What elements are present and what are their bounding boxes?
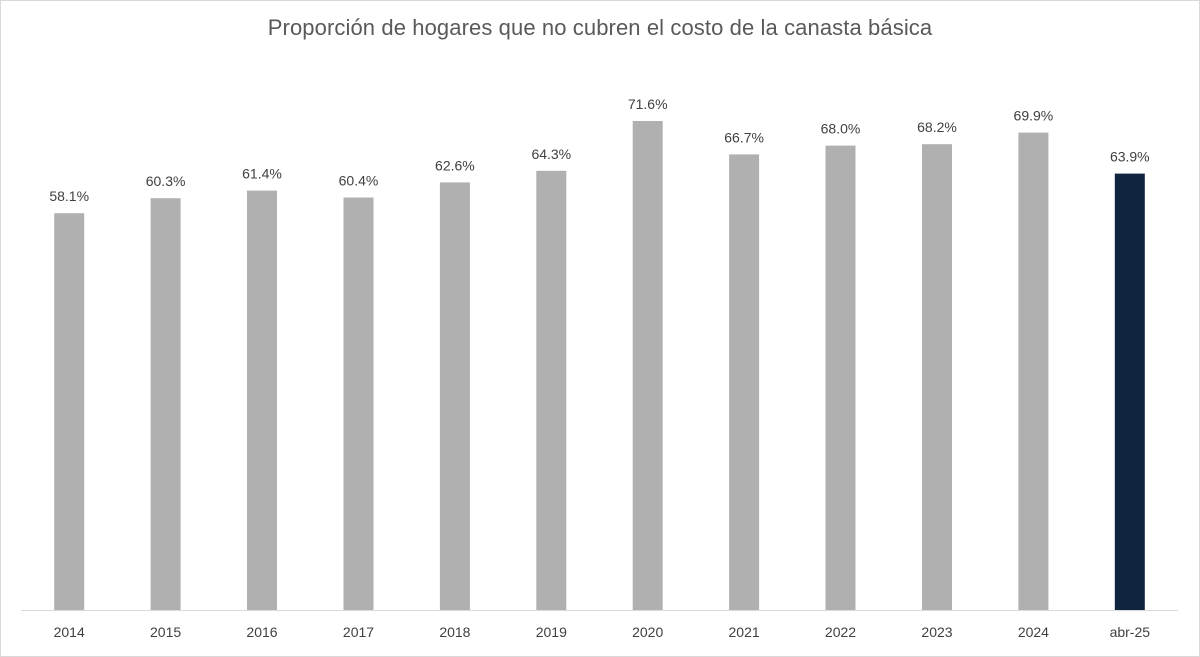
bar-2023: [922, 144, 952, 610]
x-tick-label-2020: 2020: [632, 624, 663, 640]
x-tick-label-2022: 2022: [825, 624, 856, 640]
data-label-2015: 60.3%: [146, 173, 186, 189]
x-tick-label-2023: 2023: [921, 624, 952, 640]
data-label-2018: 62.6%: [435, 157, 475, 173]
x-tick-label-2017: 2017: [343, 624, 374, 640]
data-label-2022: 68.0%: [821, 121, 861, 137]
bar-2017: [343, 197, 374, 610]
data-label-2019: 64.3%: [531, 146, 571, 162]
chart-title: Proporción de hogares que no cubren el c…: [267, 15, 933, 40]
x-tick-label-2024: 2024: [1018, 624, 1049, 640]
bar-2020: [632, 121, 663, 610]
x-tick-label-abr-25: abr-25: [1110, 624, 1151, 640]
x-tick-label-2016: 2016: [246, 624, 277, 640]
bar-2024: [1018, 132, 1049, 610]
x-tick-label-2019: 2019: [536, 624, 567, 640]
bar-2021: [729, 154, 760, 610]
data-labels-group: 58.1% 60.3% 61.4% 60.4% 62.6% 64.3% 71.6% 66.7%…: [49, 96, 1149, 204]
x-tick-label-2015: 2015: [150, 624, 181, 640]
bar-2022: [825, 145, 856, 610]
data-label-2017: 60.4%: [339, 173, 379, 189]
data-label-2014: 58.1%: [49, 188, 89, 204]
data-label-2023: 68.2%: [917, 119, 957, 135]
data-label-2020: 71.6%: [628, 96, 668, 112]
bar-2015: [150, 198, 181, 610]
bars-group: [54, 121, 1145, 611]
data-label-2016: 61.4%: [242, 166, 282, 182]
bar-2019: [536, 170, 567, 611]
data-label-2024: 69.9%: [1014, 108, 1054, 124]
data-label-2021: 66.7%: [724, 129, 764, 145]
data-label-abr-25: 63.9%: [1110, 149, 1150, 165]
bar-2016: [247, 190, 277, 610]
x-tick-label-2021: 2021: [729, 624, 760, 640]
x-tick-label-2014: 2014: [54, 624, 85, 640]
bar-2018: [439, 182, 470, 610]
x-tick-labels-group: 2014 2015 2016 2017 2018 2019 2020 2021 2022 2023…: [54, 624, 1151, 640]
bar-2014: [54, 213, 85, 610]
bar-abr-25: [1114, 173, 1145, 610]
x-tick-label-2018: 2018: [439, 624, 470, 640]
